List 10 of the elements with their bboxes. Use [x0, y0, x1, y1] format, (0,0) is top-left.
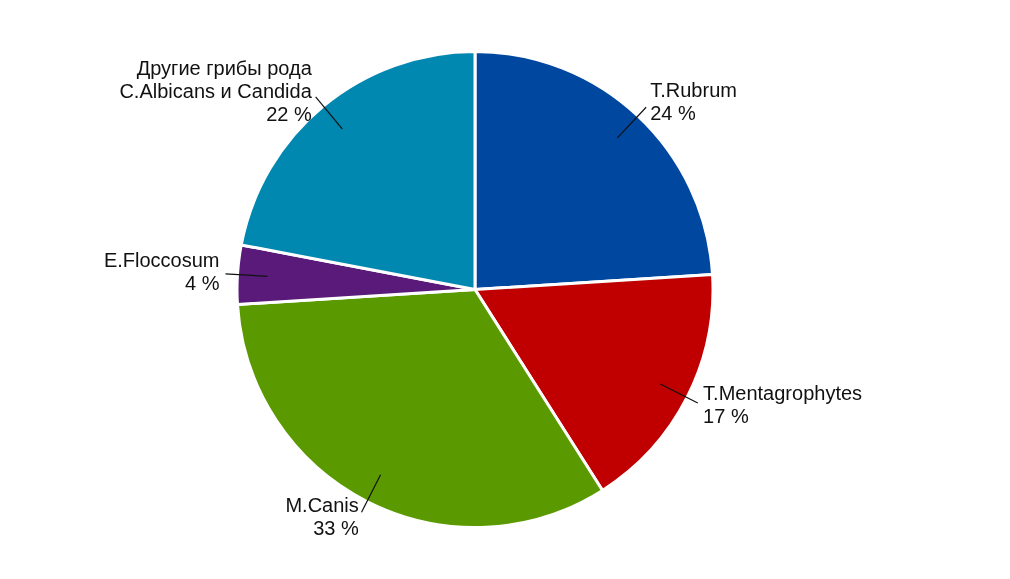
data-label: 22 %: [266, 102, 313, 125]
slice-label: T.Rubrum: [650, 78, 737, 101]
data-label: 33 %: [313, 516, 359, 539]
data-label: 24 %: [650, 101, 697, 124]
slice-label: M.Canis: [285, 493, 359, 516]
data-label: 4 %: [185, 272, 220, 295]
data-label: 17 %: [703, 404, 749, 427]
slice-label: T.Mentagrophytes: [703, 381, 863, 404]
slice-label: Другие грибы рода C.Albicans и Candida: [119, 56, 313, 102]
slice-label: E.Floccosum: [103, 249, 220, 272]
